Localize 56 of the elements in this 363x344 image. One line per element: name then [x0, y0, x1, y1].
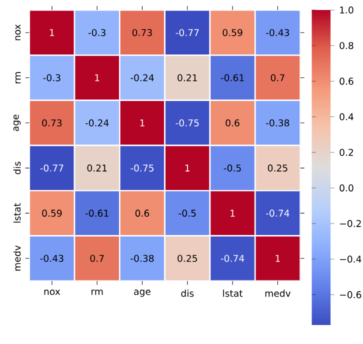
data-label: -0.38: [266, 119, 290, 126]
data-label: -0.61: [85, 210, 108, 217]
data-label: -0.3: [88, 28, 106, 36]
data-label: -0.5: [178, 210, 196, 217]
data-label: 0.73: [132, 28, 152, 36]
data-label: -0.74: [220, 254, 244, 262]
x-tick-label: lstat: [223, 289, 243, 297]
data-label: 1: [140, 119, 144, 126]
data-label: 1: [276, 254, 280, 262]
color-bar-label: 0.8: [340, 42, 354, 49]
data-label: 0.7: [90, 254, 104, 262]
y-tick-label: lstat: [13, 203, 21, 222]
data-label: -0.24: [85, 119, 109, 126]
data-label: -0.75: [130, 164, 154, 172]
y-tick-label: dis: [13, 162, 21, 174]
data-label: -0.5: [224, 164, 241, 172]
data-label: -0.38: [130, 254, 154, 262]
data-label: -0.3: [43, 74, 60, 82]
data-label: 0.7: [270, 74, 284, 82]
data-label: -0.24: [130, 74, 154, 82]
data-label: 0.6: [226, 119, 240, 126]
data-label: 1: [95, 74, 100, 81]
x-tick-label: dis: [181, 289, 194, 297]
data-label: 1: [230, 210, 235, 216]
data-label: -0.77: [176, 28, 199, 36]
y-tick-label: medv: [13, 245, 21, 270]
data-label: 0.21: [178, 74, 197, 82]
color-bar-label: 0.6: [340, 78, 354, 85]
data-label: 0.73: [42, 119, 62, 126]
color-bar-label: 0.2: [340, 148, 353, 156]
data-label: -0.43: [266, 28, 290, 36]
x-tick-label: age: [134, 289, 150, 297]
color-bar-label: 1.0: [340, 6, 354, 14]
data-label: 0.25: [178, 254, 197, 262]
x-tick-label: nox: [44, 289, 60, 295]
data-label: -0.77: [40, 164, 64, 172]
y-tick-label: age: [13, 114, 21, 131]
color-bar-label: 0.0: [340, 184, 354, 192]
data-label: 0.6: [135, 210, 150, 217]
color-bar-label: −0.6: [340, 291, 362, 298]
data-label: -0.74: [266, 210, 290, 217]
color-bar-label: 0.4: [340, 113, 354, 120]
y-tick-label: nox: [15, 24, 21, 40]
data-label: 0.59: [222, 28, 242, 36]
data-label: 0.25: [268, 164, 288, 172]
data-label: -0.43: [40, 254, 64, 262]
color-bar-label: −0.2: [340, 220, 361, 227]
data-label: 0.21: [87, 164, 107, 172]
data-label: -0.61: [220, 74, 244, 82]
data-label: 0.59: [42, 210, 62, 217]
data-label: 1: [185, 164, 190, 172]
x-tick-label: rm: [92, 289, 103, 295]
x-tick-label: medv: [265, 289, 291, 297]
data-label: -0.75: [176, 119, 199, 126]
y-tick-label: rm: [15, 72, 21, 84]
color-bar-label: −0.4: [340, 255, 362, 262]
